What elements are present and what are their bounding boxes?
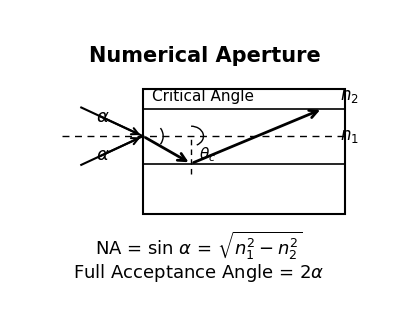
Text: $\theta_c$: $\theta_c$ — [199, 145, 216, 164]
Text: $\alpha$: $\alpha$ — [96, 146, 110, 164]
Text: $n_1$: $n_1$ — [340, 127, 359, 145]
Text: $\alpha$: $\alpha$ — [96, 109, 110, 126]
Text: $n_2$: $n_2$ — [340, 87, 359, 105]
Text: Full Acceptance Angle = 2$\alpha$: Full Acceptance Angle = 2$\alpha$ — [73, 262, 324, 284]
Text: NA = sin $\alpha$ = $\sqrt{n_1^2 - n_2^2}$: NA = sin $\alpha$ = $\sqrt{n_1^2 - n_2^2… — [95, 230, 302, 262]
Text: Numerical Aperture: Numerical Aperture — [89, 46, 321, 66]
Bar — [143, 89, 344, 214]
Text: Critical Angle: Critical Angle — [152, 89, 254, 104]
